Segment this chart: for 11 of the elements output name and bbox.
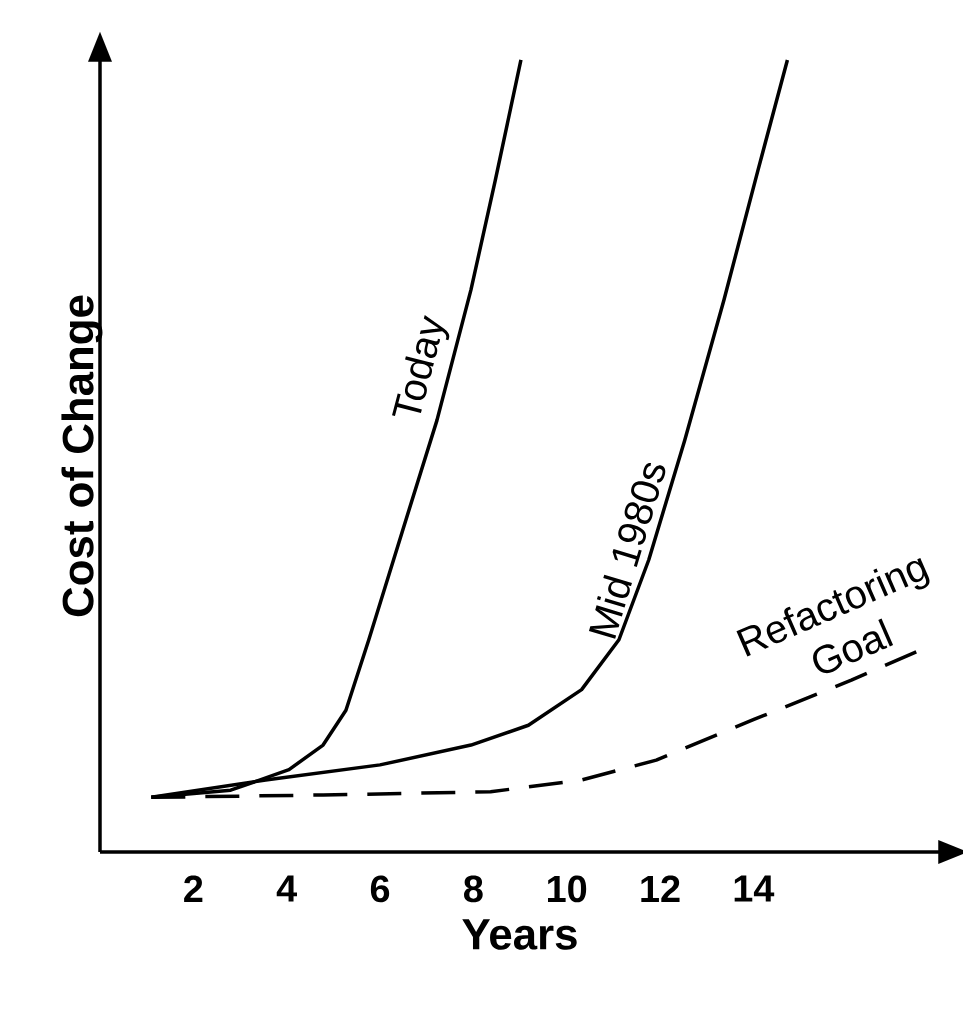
text: Today <box>392 314 450 417</box>
x-tick-label: 8 <box>464 875 483 903</box>
x-tick-label: 6 <box>370 875 390 903</box>
x-tick-label: 14 <box>734 875 775 902</box>
x-tick-label: 12 <box>641 875 680 902</box>
x-tick-label: 10 <box>548 875 587 903</box>
x-axis-title: Years <box>462 919 577 950</box>
x-tick-label: 4 <box>276 875 297 902</box>
text: Mid 1980s <box>588 462 666 639</box>
y-axis-title: Cost of Change <box>61 295 103 617</box>
x-tick-label: 2 <box>184 875 203 902</box>
